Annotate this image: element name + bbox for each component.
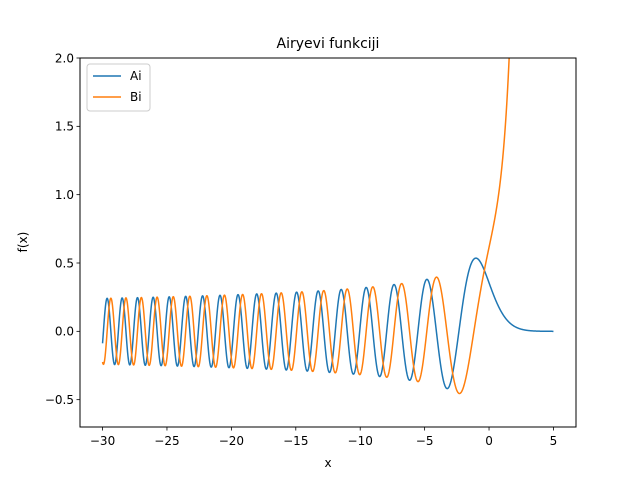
y-tick-label: 0.5 bbox=[55, 256, 74, 270]
x-tick-label: 0 bbox=[485, 434, 493, 448]
x-axis-label: x bbox=[324, 456, 331, 470]
chart-title: Airyevi funkciji bbox=[277, 36, 380, 52]
x-tick-label: −30 bbox=[90, 434, 115, 448]
y-tick-label: −0.5 bbox=[45, 393, 74, 407]
x-tick-label: −20 bbox=[219, 434, 244, 448]
x-tick-label: −15 bbox=[283, 434, 308, 448]
series-line-bi bbox=[101, 58, 510, 395]
y-axis-label: f(x) bbox=[16, 232, 30, 253]
y-tick-label: 0.0 bbox=[55, 325, 74, 339]
x-tick-label: −10 bbox=[348, 434, 373, 448]
y-tick-label: 2.0 bbox=[55, 51, 74, 65]
x-axis: −30 −25 −20 −15 −10 −5 0 5 bbox=[90, 427, 557, 448]
legend-label-bi: Bi bbox=[130, 90, 142, 104]
plot-frame bbox=[79, 57, 577, 428]
y-axis: −0.5 0.0 0.5 1.0 1.5 2.0 bbox=[45, 51, 80, 407]
series-line-ai bbox=[101, 257, 554, 390]
x-tick-label: 5 bbox=[550, 434, 558, 448]
series-layer bbox=[101, 58, 554, 395]
legend: Ai Bi bbox=[86, 63, 151, 112]
legend-label-ai: Ai bbox=[130, 69, 142, 83]
x-tick-label: −5 bbox=[416, 434, 434, 448]
x-tick-label: −25 bbox=[154, 434, 179, 448]
y-tick-label: 1.5 bbox=[55, 120, 74, 134]
y-tick-label: 1.0 bbox=[55, 188, 74, 202]
